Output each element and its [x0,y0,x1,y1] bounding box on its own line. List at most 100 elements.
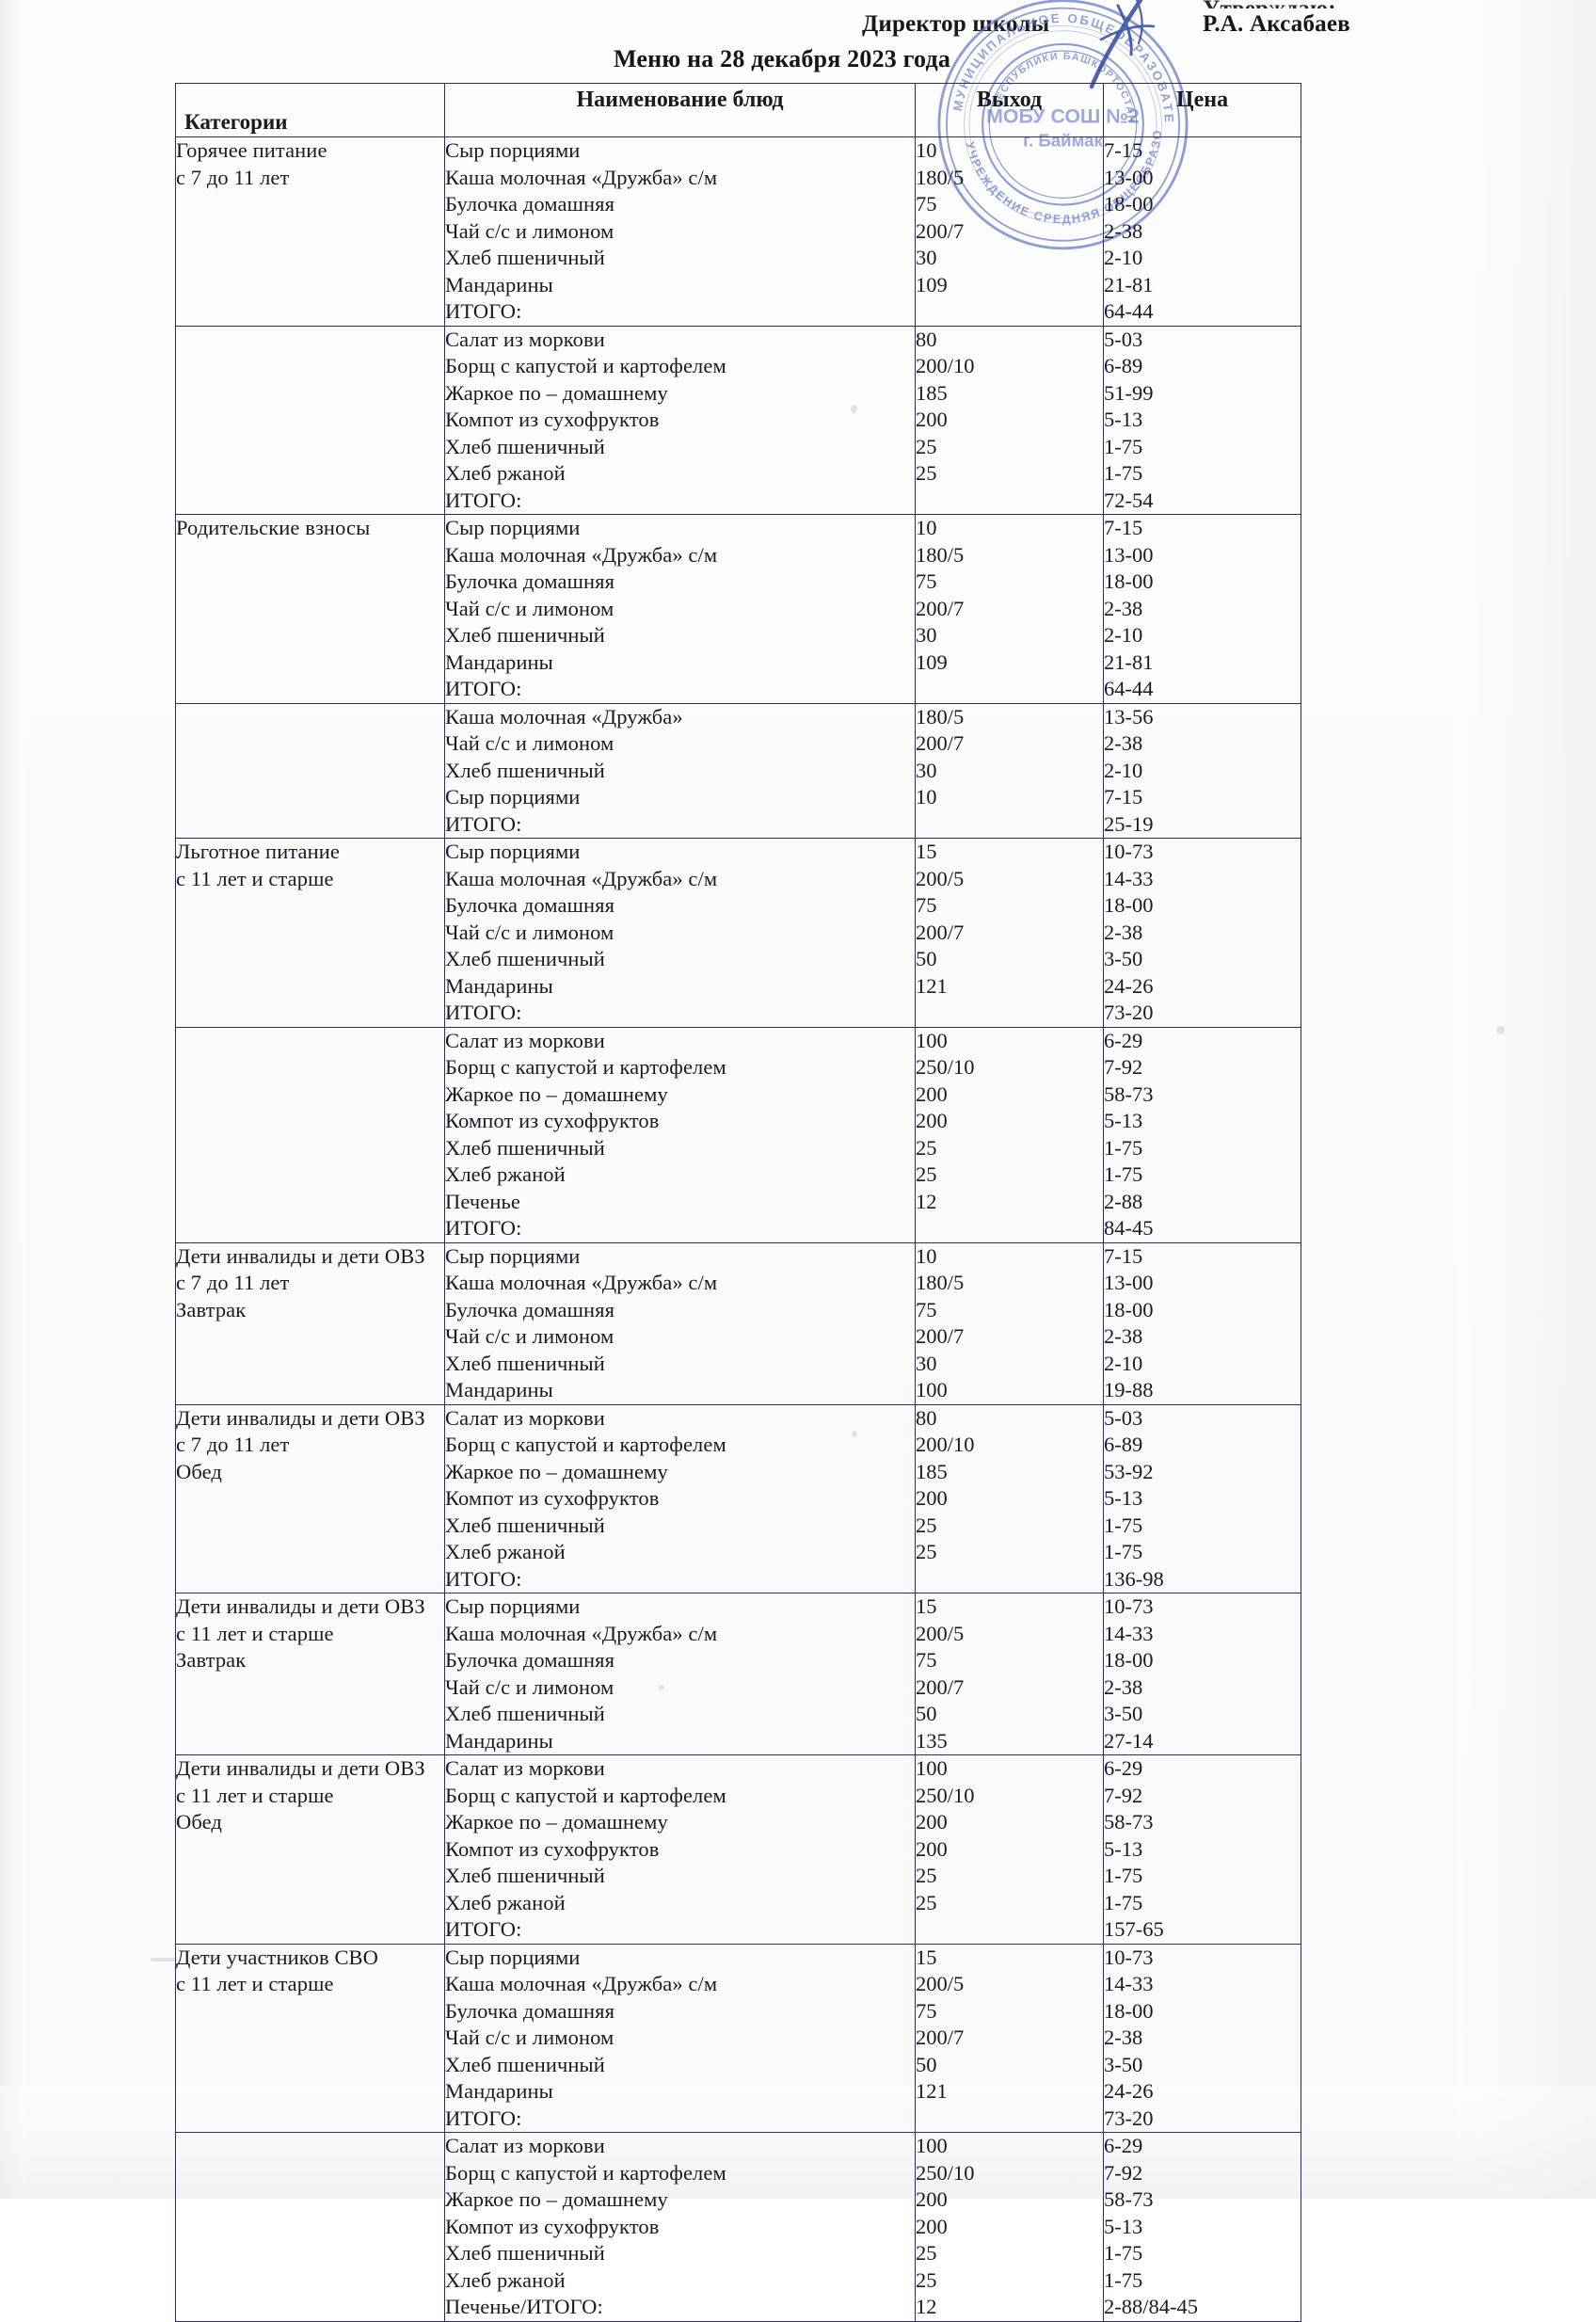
price-value: 7-15 [1104,516,1143,539]
category-cell: Горячее питание с 7 до 11 лет [175,136,445,327]
dish-name: Мандарины [445,973,553,998]
dish-name: Мандарины [445,1378,553,1401]
dish-name: Булочка домашняя [445,192,615,216]
col-header-output-label: Выход [976,88,1043,112]
scan-edge-right [1455,0,1596,2199]
dish-cell: Салат из моркови Борщ с капустой и картоф… [444,1754,916,1945]
output-cell: 100 250/10 200 200 25 25 12 [915,2132,1104,2322]
dish-name: Сыр порциями [445,785,581,809]
category-line: Дети инвалиды и дети ОВЗ [176,1405,425,1430]
dish-name: Хлеб пшеничный [445,1513,605,1537]
output-value: 200/5 [916,866,965,890]
price-value: 5-13 [1104,1109,1143,1132]
output-value [916,676,1103,703]
category-cell [175,702,445,839]
price-value: 1-75 [1104,2241,1143,2265]
output-value: 80 [916,327,937,351]
price-value: 7-92 [1104,2160,1143,2185]
dish-name: Жаркое по – домашнему [445,380,668,405]
output-value: 50 [916,947,937,970]
output-value: 25 [916,1890,937,1914]
category-line: с 11 лет и старше [176,1972,334,1995]
price-value: 3-50 [1104,1702,1143,1725]
output-value: 100 [916,2134,948,2157]
output-cell: 100 250/10 200 200 25 25 12 [915,1026,1104,1243]
dish-name: Жаркое по – домашнему [445,1810,668,1834]
table-row: Горячее питание с 7 до 11 лет Сыр порциями… [175,136,1301,327]
category-cell [175,1026,445,1243]
category-line: Завтрак [176,1648,247,1672]
dish-name: Булочка домашняя [445,1998,615,2023]
dish-name: Борщ с капустой и картофелем [445,1433,726,1456]
output-value: 200/7 [916,596,965,620]
category-line: Дети участников СВО [176,1945,379,1969]
col-header-output: Выход [915,83,1104,137]
dish-name: Сыр порциями [445,138,581,162]
category-cell: Дети инвалиды и дети ОВЗ с 11 лет и старш… [175,1754,445,1945]
dish-name: Борщ с капустой и картофелем [445,2160,726,2185]
category-line: с 7 до 11 лет [176,1433,290,1456]
price-value: 5-03 [1104,327,1143,351]
price-value: 14-33 [1104,866,1154,890]
table-row: Салат из моркови Борщ с капустой и картоф… [175,2132,1301,2322]
price-value: 53-92 [1104,1459,1154,1483]
price-value: 24-26 [1104,2079,1154,2103]
dish-name: Мандарины [445,2079,553,2103]
output-value [916,2106,1103,2133]
dish-name: Каша молочная «Дружба» с/м [445,1271,718,1294]
price-value: 5-03 [1104,1405,1143,1430]
output-cell: 100 250/10 200 200 25 25 [915,1754,1104,1945]
output-value: 50 [916,1702,937,1725]
price-value: 13-00 [1104,165,1154,189]
price-value: 3-50 [1104,2052,1143,2076]
table-header-row: Категории Наименование блюд Выход Цена [175,83,1301,137]
output-value: 75 [916,192,937,216]
price-value: 1-75 [1104,1135,1143,1160]
output-value: 200/7 [916,731,965,755]
output-value: 15 [916,840,937,863]
output-value: 200/10 [916,1433,975,1456]
dish-name: Каша молочная «Дружба» с/м [445,542,718,567]
output-value: 25 [916,1135,937,1160]
price-value: 5-13 [1104,1486,1143,1510]
dish-name: ИТОГО: [445,677,522,700]
price-value: 7-15 [1104,1243,1143,1268]
dish-name: Печенье/ИТОГО: [445,2295,603,2318]
table-header: Категории Наименование блюд Выход Цена [175,83,1301,137]
output-value: 109 [916,272,948,296]
price-value: 84-45 [1104,1216,1154,1240]
col-header-dish-label: Наименование блюд [576,88,784,112]
price-value: 10-73 [1104,1594,1154,1618]
output-value: 12 [916,1189,937,1213]
price-cell: 7-15 13-00 18-00 2-38 2-10 21-81 64-44 [1103,136,1301,327]
output-value: 10 [916,138,937,162]
price-value: 18-00 [1104,1648,1154,1672]
dish-name: Чай с/с и лимоном [445,1674,614,1699]
category-line: Дети инвалиды и дети ОВЗ [176,1756,425,1780]
output-value: 25 [916,2267,937,2292]
output-value [916,811,1103,839]
price-value: 2-10 [1104,758,1143,782]
output-value: 121 [916,2079,948,2103]
output-value: 250/10 [916,1055,975,1079]
price-value: 72-54 [1104,488,1154,512]
dish-name: ИТОГО: [445,2106,522,2130]
dish-name: Каша молочная «Дружба» с/м [445,866,718,890]
dish-name: Мандарины [445,1728,553,1753]
dish-name: Жаркое по – домашнему [445,1081,668,1106]
output-cell: 10 180/5 75 200/7 30 109 [915,514,1104,704]
output-value: 200 [916,1486,948,1510]
dish-name: Булочка домашняя [445,569,615,593]
price-value: 7-15 [1104,785,1143,809]
col-header-dish: Наименование блюд [444,83,916,137]
category-cell: Дети инвалиды и дети ОВЗ с 7 до 11 лет Обе… [175,1403,445,1593]
dish-name: Салат из моркови [445,2134,605,2157]
table-row: Салат из моркови Борщ с капустой и картоф… [175,325,1301,515]
price-cell: 10-73 14-33 18-00 2-38 3-50 27-14 [1103,1593,1301,1755]
dish-name: Салат из моркови [445,327,605,351]
price-value: 2-10 [1104,1351,1143,1375]
price-value: 6-29 [1104,1028,1143,1052]
dish-name: Борщ с капустой и картофелем [445,1783,726,1807]
output-value: 200 [916,1109,948,1132]
price-value: 10-73 [1104,1945,1154,1969]
